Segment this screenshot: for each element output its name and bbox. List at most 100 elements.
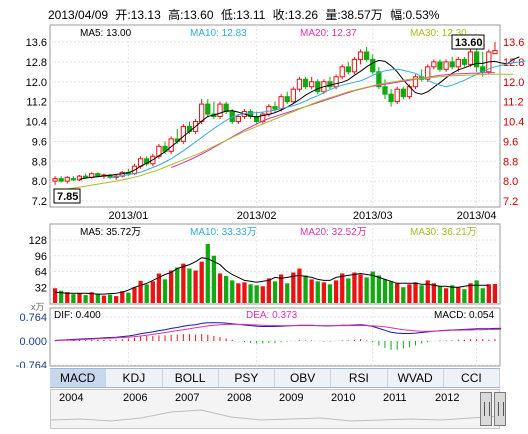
year-2004: 2004 [59,392,84,404]
tab-macd[interactable]: MACD [50,369,107,387]
price-tick-right: 13.6 [503,37,524,49]
volume-bar [327,284,333,303]
macd-legend-dif: DIF: 0.400 [54,310,101,321]
macd-tick: 0.764 [19,312,47,324]
candle-body [473,51,480,68]
volume-bar [395,283,400,303]
candle-body [58,178,64,182]
candle-body [266,106,272,115]
volume-bar [52,288,58,303]
price-tick-left: 12.0 [26,77,47,89]
volume-bar [83,295,88,303]
year-2007: 2007 [175,392,200,404]
volume-bar [144,284,149,303]
vol-legend-ma5: MA5: 35.72万 [80,227,141,238]
volume-bar [77,293,82,303]
quote-low: 低:13.11 [220,8,266,22]
price-tick-left: 9.6 [32,136,47,148]
range-handle-right[interactable] [494,392,506,426]
date-tick: 2013/01 [108,210,148,222]
candle-body [247,111,254,118]
price-tick-left: 8.8 [32,156,47,168]
volume-bar [175,267,180,303]
year-2008: 2008 [227,392,252,404]
volume-bar [450,285,455,303]
tab-boll[interactable]: BOLL [163,369,219,387]
tab-wvad[interactable]: WVAD [388,369,444,387]
price-tick-right: 7.2 [503,196,518,208]
volume-bar [346,278,351,303]
volume-bar [260,286,265,303]
tab-kdj[interactable]: KDJ [106,369,163,387]
tab-psy[interactable]: PSY [219,369,275,387]
volume-bar [65,292,70,303]
navigator-history-line [51,409,499,422]
stock-chart[interactable]: 13.6 13.612.8 12.812.0 12.011.2 11.210.4 10.4… [0,0,528,368]
volume-bar [474,280,479,303]
volume-tick: 128 [29,235,47,247]
volume-unit-label: x万 [31,302,45,312]
volume-bar [242,282,247,303]
legend-ma10: MA10: 12.83 [190,28,247,39]
vol-legend-ma10: MA10: 33.33万 [190,227,257,238]
volume-bar [413,282,418,303]
axis-labels: 13.6 13.612.8 12.812.0 12.011.2 11.210.4 10.4… [16,37,525,368]
macd-tick: -0.764 [16,360,47,368]
volume-tick: 96 [35,251,47,263]
volume-ma5-line [55,257,489,295]
volume-bar [59,290,64,303]
volume-bar [199,261,204,303]
volume-bar [419,285,424,303]
date-tick: 2013/03 [353,210,393,222]
candle-body [400,88,406,98]
macd-legend-dea: DEA: 0.373 [246,310,298,321]
quote-change: 幅:0.53% [390,8,440,22]
candle-body [467,51,474,65]
volume-bar [230,280,235,303]
candle-body [64,176,70,182]
macd-dif-line [55,322,502,341]
volume-bar [132,287,137,303]
volume-bar [321,282,327,303]
candle-body [437,61,443,70]
high-callout-text: 13.60 [455,37,483,49]
candle-body [345,66,351,73]
volume-bar [315,281,320,303]
candle-body [302,78,309,88]
tab-cci[interactable]: CCI [444,369,500,387]
volume-bar [376,275,382,303]
volume-bar [480,288,485,303]
volume-bar [254,285,259,303]
candle-body [199,103,205,122]
legend-ma5: MA5: 13.00 [80,28,132,39]
volume-bar [120,291,125,303]
volume-bar [364,277,369,303]
volume-bar [168,270,174,303]
candle-body [82,175,89,178]
candle-body [278,96,284,110]
volume-bar [95,293,100,303]
candle-body [223,103,229,113]
volume-bar [456,287,461,303]
price-tick-left: 11.2 [26,97,47,109]
volume-tick: 64 [35,267,47,279]
year-2006: 2006 [123,392,148,404]
candle-body [333,76,339,88]
quote-date: 2013/04/09 [48,8,109,22]
volume-bar [278,274,284,303]
tab-obv[interactable]: OBV [275,369,332,387]
candle-body [339,66,345,78]
price-tick-left: 8.0 [32,176,47,188]
range-handle-left[interactable] [480,392,492,426]
candle-body [296,78,303,90]
quote-close: 收:13.26 [272,8,319,22]
candle-body [364,51,370,60]
legend-ma20: MA20: 12.37 [300,28,357,39]
tab-rsi[interactable]: RSI [331,369,388,387]
volume-bar [462,289,467,303]
volume-bar [248,284,253,303]
candle-body [425,66,431,80]
price-tick-right: 10.4 [503,117,524,129]
candle-body [290,88,296,103]
range-navigator[interactable]: 2004 2006 2007 2008 2009 2010 2011 2012 [50,389,500,429]
